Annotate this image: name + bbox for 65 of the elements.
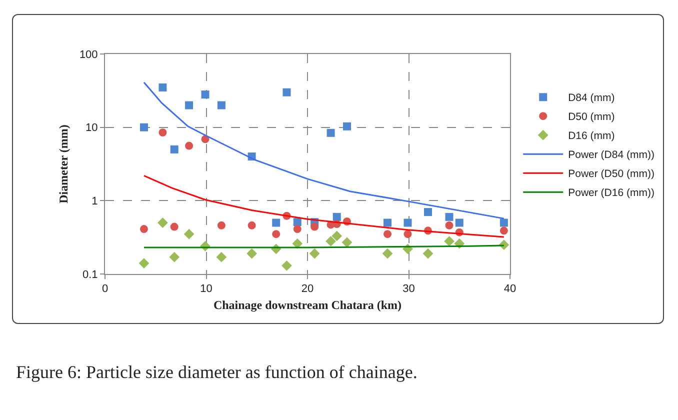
- point: [293, 218, 302, 226]
- point: [326, 236, 336, 246]
- y-tick-label: 10: [86, 122, 98, 134]
- x-tick-label: 0: [102, 283, 108, 296]
- point: [332, 212, 341, 221]
- point: [445, 221, 454, 230]
- point: [332, 230, 342, 242]
- point: [342, 122, 351, 130]
- legend-label: Power (D16 (mm)): [568, 187, 654, 200]
- point: [272, 218, 280, 227]
- line-series: [143, 174, 505, 238]
- legend-label: D50 (mm): [568, 111, 615, 124]
- y-tick-label: 100: [79, 48, 98, 61]
- point: [169, 252, 180, 262]
- point: [310, 222, 319, 231]
- point: [246, 248, 258, 259]
- point: [293, 225, 302, 234]
- point: [158, 218, 168, 228]
- point: [158, 128, 167, 137]
- point: [282, 88, 291, 96]
- point: [248, 221, 256, 230]
- point: [282, 260, 292, 271]
- y-tick-label: 1: [92, 196, 98, 208]
- point: [185, 101, 194, 110]
- point: [185, 142, 194, 150]
- point: [342, 237, 352, 248]
- point: [201, 90, 210, 99]
- x-tick-label: 20: [301, 283, 314, 296]
- point: [140, 225, 148, 234]
- legend-label: Power (D50 (mm)): [568, 168, 654, 180]
- point: [455, 218, 464, 227]
- point: [170, 145, 178, 154]
- point: [309, 248, 320, 259]
- point: [422, 248, 434, 259]
- caption: Figure 6: Particle size diameter as function of chainage.: [16, 362, 418, 382]
- point: [216, 252, 227, 262]
- legend-label: D16 (mm): [568, 130, 615, 142]
- x-tick-label: 30: [402, 283, 415, 296]
- point: [138, 258, 150, 268]
- x-tick-label: 10: [200, 283, 212, 296]
- point: [184, 228, 194, 240]
- point: [424, 208, 432, 216]
- point: [383, 230, 392, 238]
- point: [272, 230, 280, 238]
- x-tick-label: 40: [504, 283, 516, 296]
- point: [445, 212, 454, 221]
- point: [158, 83, 167, 92]
- point: [500, 226, 508, 235]
- point: [140, 123, 148, 132]
- point: [292, 238, 303, 249]
- y-axis-title: Diameter (mm): [56, 124, 71, 204]
- legend-label: Power (D84 (mm)): [568, 149, 654, 162]
- point: [500, 218, 508, 227]
- point: [382, 248, 393, 259]
- point: [217, 101, 226, 110]
- point: [404, 230, 412, 238]
- y-tick-label: 0.1: [82, 268, 98, 281]
- point: [326, 128, 335, 137]
- point: [383, 218, 392, 227]
- x-axis-title: Chainage downstream Chatara (km): [213, 298, 402, 312]
- legend-label: D84 (mm): [568, 92, 615, 104]
- point: [217, 221, 226, 230]
- point: [444, 236, 454, 246]
- point: [170, 222, 178, 231]
- point: [404, 218, 412, 227]
